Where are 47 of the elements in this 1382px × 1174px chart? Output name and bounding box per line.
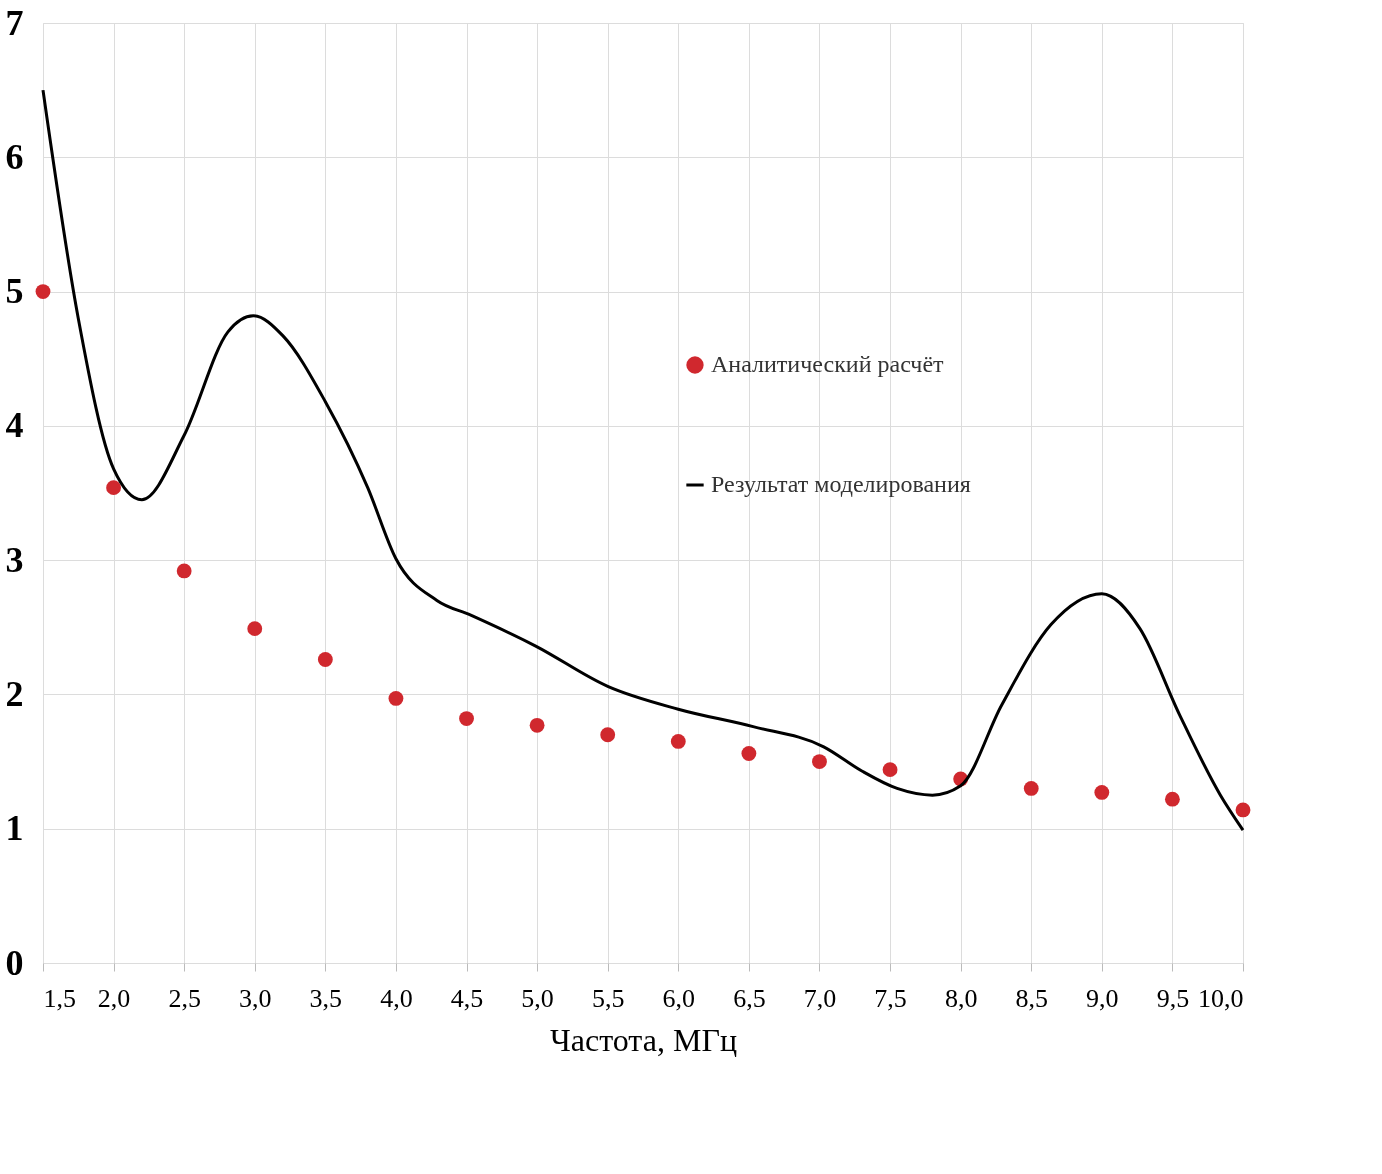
y-tick-label: 0 bbox=[5, 942, 24, 983]
y-tick-label: 5 bbox=[5, 271, 24, 312]
point bbox=[35, 284, 51, 299]
x-tick-label: 7,0 bbox=[803, 983, 837, 1013]
x-tick-label: 4,0 bbox=[380, 983, 413, 1013]
point bbox=[1235, 802, 1251, 818]
y-tick-label: 4 bbox=[5, 405, 24, 446]
point bbox=[388, 691, 404, 706]
point bbox=[882, 762, 898, 778]
point bbox=[529, 717, 545, 733]
x-tick-label: 9,0 bbox=[1086, 983, 1119, 1013]
point bbox=[1023, 781, 1039, 796]
x-axis-title: Частота, МГц bbox=[550, 1021, 737, 1058]
x-tick-label: 2,0 bbox=[97, 983, 131, 1013]
y-tick-label: 7 bbox=[5, 2, 24, 43]
point bbox=[459, 711, 474, 726]
x-tick-label: 1,5 bbox=[43, 983, 76, 1013]
point bbox=[176, 563, 192, 579]
legend-label: Результат моделирования bbox=[711, 471, 971, 497]
point bbox=[600, 727, 616, 743]
y-tick-label: 6 bbox=[5, 136, 24, 177]
x-tick-label: 5,5 bbox=[591, 983, 625, 1013]
x-tick-label: 8,5 bbox=[1015, 983, 1048, 1013]
point bbox=[1094, 785, 1110, 800]
y-tick-label: 1 bbox=[5, 808, 24, 849]
y-tick-label: 3 bbox=[5, 539, 24, 580]
x-tick-label: 10,0 bbox=[1198, 983, 1244, 1013]
point bbox=[317, 652, 333, 667]
legend-label: Аналитический расчёт bbox=[711, 351, 945, 377]
x-tick-label: 4,5 bbox=[450, 983, 484, 1013]
point bbox=[741, 746, 757, 761]
line-series bbox=[41, 88, 1245, 832]
x-tick-label: 9,5 bbox=[1156, 983, 1190, 1013]
point bbox=[247, 621, 263, 637]
x-tick-label: 2,5 bbox=[168, 983, 201, 1013]
x-tick-label: 7,5 bbox=[874, 983, 907, 1013]
x-tick-label: 3,0 bbox=[239, 983, 272, 1013]
x-tick-label: 6,0 bbox=[662, 983, 696, 1013]
point bbox=[106, 480, 121, 496]
x-tick-label: 5,0 bbox=[521, 983, 554, 1013]
x-tick-label: 6,5 bbox=[733, 983, 766, 1013]
x-tick-label: 8,0 bbox=[944, 983, 978, 1013]
point bbox=[1165, 791, 1180, 807]
point bbox=[812, 754, 827, 769]
x-tick-label: 3,5 bbox=[309, 983, 343, 1013]
y-tick-label: 2 bbox=[5, 673, 24, 714]
point bbox=[670, 734, 686, 749]
